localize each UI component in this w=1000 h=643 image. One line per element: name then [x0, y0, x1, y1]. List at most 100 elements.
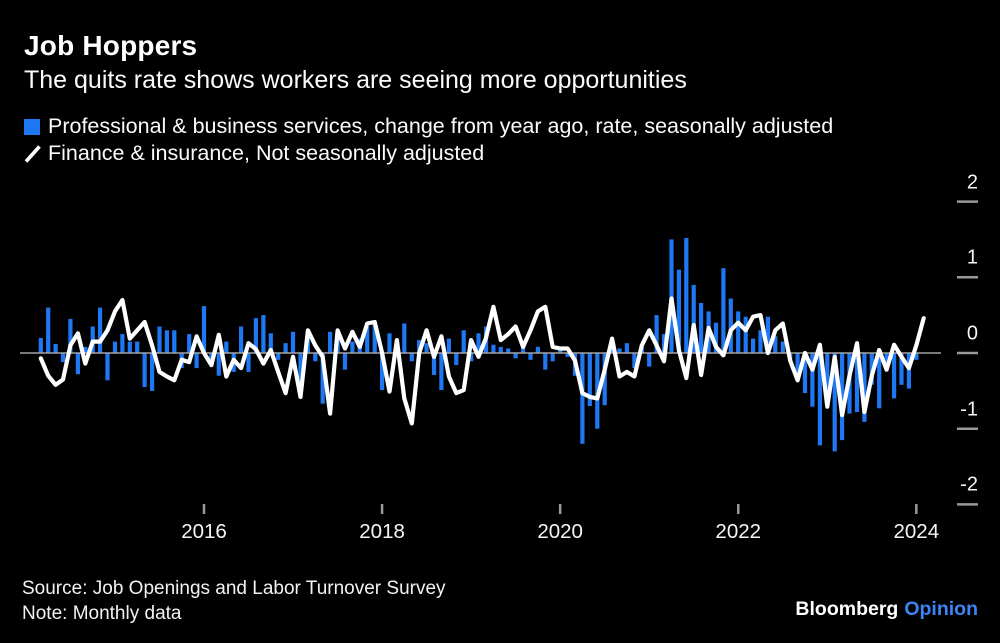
bar: [431, 353, 437, 375]
x-tick-label: 2016: [181, 520, 227, 543]
bar: [83, 346, 88, 353]
bar: [342, 353, 348, 370]
bar: [365, 326, 370, 353]
y-tick-label: 2: [966, 171, 978, 194]
data-note: Note: Monthly data: [22, 603, 182, 624]
bar: [699, 303, 704, 353]
bar: [587, 353, 592, 406]
bar: [728, 298, 733, 353]
bar: [38, 337, 43, 353]
bar: [268, 333, 273, 353]
bar-series-swatch-icon: [24, 118, 40, 135]
bar: [320, 353, 325, 404]
bar: [476, 333, 481, 353]
bar: [387, 333, 392, 353]
bar: [201, 306, 207, 353]
bar: [765, 316, 770, 353]
bar: [624, 343, 629, 353]
bar: [372, 323, 377, 353]
bar: [380, 353, 385, 391]
bar: [802, 353, 808, 394]
bar: [120, 334, 125, 353]
bar: [402, 323, 407, 353]
bar: [446, 338, 451, 353]
bar: [261, 315, 266, 353]
y-tick-label: 1: [966, 246, 978, 269]
bar: [743, 316, 748, 353]
legend-item-bar-series: Professional & business services, change…: [24, 113, 833, 140]
chart-legend: Professional & business services, change…: [24, 113, 833, 167]
bar: [454, 353, 459, 366]
bar: [773, 336, 778, 353]
bar: [721, 268, 726, 353]
bar: [194, 353, 199, 369]
bar: [669, 239, 674, 353]
y-tick-label: -1: [960, 398, 978, 421]
bar: [817, 353, 822, 446]
bar: [498, 346, 503, 353]
bar: [513, 353, 518, 359]
line-series: [38, 296, 926, 426]
bar: [461, 330, 466, 353]
legend-label-line-series: Finance & insurance, Not seasonally adju…: [48, 141, 485, 165]
bar: [795, 353, 800, 377]
bar: [409, 353, 414, 362]
source-note: Source: Job Openings and Labor Turnover …: [22, 578, 446, 599]
x-tick-label: 2024: [893, 520, 940, 543]
bar: [216, 353, 221, 376]
bar: [328, 331, 333, 353]
bar: [877, 353, 882, 409]
bar: [654, 315, 659, 353]
bar: [350, 341, 355, 353]
bar: [899, 353, 904, 385]
bar: [276, 353, 281, 360]
bar: [550, 353, 555, 362]
bar: [691, 284, 696, 353]
bar: [632, 353, 637, 369]
bar: [906, 353, 911, 389]
bar: [239, 326, 244, 353]
x-tick-label: 2020: [537, 520, 583, 543]
bloomberg-wordmark: Bloomberg: [795, 598, 899, 620]
bar: [825, 353, 830, 397]
bar: [75, 353, 80, 375]
bar: [46, 307, 51, 353]
bar: [751, 338, 756, 353]
bar: [758, 330, 763, 353]
bar: [661, 334, 667, 353]
bar: [491, 344, 496, 353]
x-tick-label: 2018: [359, 520, 405, 543]
y-tick-label: -2: [960, 473, 978, 496]
bar: [187, 334, 192, 353]
bar: [580, 353, 585, 444]
bar: [68, 318, 73, 353]
bar: [862, 353, 867, 422]
bar: [892, 353, 897, 399]
bar: [313, 353, 318, 362]
bar: [98, 307, 103, 353]
bar: [246, 353, 251, 372]
bar: [684, 237, 689, 353]
bar: [676, 269, 681, 353]
bar: [535, 346, 540, 353]
chart-subtitle: The quits rate shows workers are seeing …: [24, 66, 687, 94]
bar: [914, 353, 919, 360]
bar: [832, 353, 837, 452]
y-tick-label: 0: [966, 322, 978, 345]
bar: [53, 343, 58, 353]
opinion-wordmark: Opinion: [904, 598, 978, 620]
bar: [290, 331, 296, 353]
bar: [558, 348, 563, 353]
bar: [543, 353, 548, 370]
bloomberg-opinion-logo: Bloomberg Opinion: [795, 598, 978, 621]
bar: [150, 353, 155, 391]
bar: [565, 353, 570, 357]
bar: [602, 353, 607, 406]
bar: [105, 353, 110, 381]
bar: [253, 318, 258, 353]
bar: [439, 353, 444, 391]
bar: [157, 326, 162, 353]
bar: [469, 353, 474, 362]
